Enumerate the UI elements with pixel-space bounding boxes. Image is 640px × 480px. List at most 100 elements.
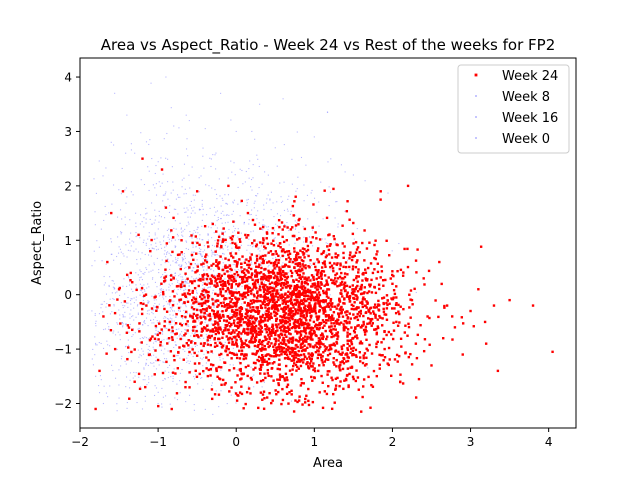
data-point: [305, 238, 308, 241]
data-point: [298, 301, 302, 304]
data-point: [260, 356, 263, 360]
data-point: [258, 283, 260, 285]
data-point: [380, 354, 383, 357]
data-point: [382, 310, 386, 313]
data-point: [195, 264, 198, 266]
data-point: [176, 355, 178, 357]
data-point: [250, 331, 253, 335]
data-point: [155, 245, 157, 247]
data-point: [176, 328, 178, 330]
data-point: [207, 245, 210, 248]
data-point: [148, 313, 150, 315]
data-point: [219, 248, 221, 250]
data-point: [327, 348, 330, 352]
data-point: [133, 371, 135, 374]
data-point: [151, 247, 153, 249]
data-point: [158, 272, 160, 274]
data-point: [329, 328, 333, 332]
data-point: [239, 240, 242, 243]
data-point: [205, 304, 208, 306]
data-point: [386, 299, 389, 302]
data-point: [319, 287, 323, 290]
data-point: [210, 388, 214, 391]
data-point: [193, 206, 195, 208]
data-point: [247, 275, 250, 279]
data-point: [365, 330, 368, 333]
data-point: [368, 307, 372, 310]
data-point: [316, 249, 319, 253]
data-point: [259, 318, 263, 321]
data-point: [248, 330, 250, 332]
data-point: [318, 225, 320, 227]
data-point: [307, 352, 310, 355]
data-point: [295, 278, 298, 281]
data-point: [306, 288, 310, 291]
data-point: [315, 345, 319, 349]
data-point: [207, 255, 209, 257]
data-point: [168, 261, 170, 263]
data-point: [287, 253, 290, 256]
data-point: [168, 238, 170, 240]
data-point: [295, 227, 297, 229]
data-point: [326, 111, 328, 113]
data-point: [346, 316, 350, 319]
data-point: [291, 204, 295, 208]
data-point: [199, 209, 202, 211]
data-point: [469, 309, 472, 313]
data-point: [135, 316, 137, 318]
data-point: [192, 326, 195, 329]
data-point: [206, 274, 210, 278]
data-point: [330, 158, 332, 160]
data-point: [275, 223, 277, 225]
data-point: [166, 252, 168, 254]
data-point: [254, 200, 256, 202]
data-point: [281, 398, 285, 402]
data-point: [342, 287, 346, 290]
data-point: [235, 356, 239, 360]
data-point: [127, 296, 129, 299]
data-point: [368, 310, 371, 313]
data-point: [272, 297, 275, 300]
data-point: [94, 313, 96, 315]
data-point: [291, 260, 294, 264]
data-point: [382, 359, 385, 362]
data-point: [177, 196, 179, 198]
data-point: [323, 274, 327, 277]
data-point: [155, 299, 157, 301]
data-point: [377, 308, 380, 311]
data-point: [263, 381, 265, 384]
data-point: [325, 392, 329, 396]
data-point: [213, 345, 217, 348]
data-point: [395, 285, 398, 288]
data-point: [328, 352, 332, 356]
data-point: [268, 330, 272, 334]
data-point: [195, 307, 197, 309]
data-point: [375, 331, 379, 334]
data-point: [229, 300, 232, 304]
data-point: [122, 325, 124, 327]
data-point: [289, 284, 293, 288]
data-point: [354, 241, 358, 244]
data-point: [277, 383, 281, 387]
data-point: [275, 265, 278, 268]
data-point: [184, 267, 186, 269]
data-point: [247, 302, 250, 305]
data-point: [176, 292, 178, 294]
data-point: [154, 219, 156, 221]
data-point: [259, 250, 261, 252]
data-point: [232, 319, 236, 322]
data-point: [153, 309, 155, 311]
data-point: [127, 306, 129, 308]
data-point: [398, 321, 401, 324]
data-point: [171, 308, 173, 310]
data-point: [195, 270, 199, 273]
data-point: [188, 174, 190, 176]
data-point: [283, 316, 287, 320]
data-point: [207, 368, 211, 372]
data-point: [95, 375, 97, 377]
data-point: [101, 260, 103, 262]
data-point: [303, 294, 306, 298]
data-point: [108, 304, 111, 307]
data-point: [250, 338, 253, 341]
data-point: [269, 198, 271, 200]
